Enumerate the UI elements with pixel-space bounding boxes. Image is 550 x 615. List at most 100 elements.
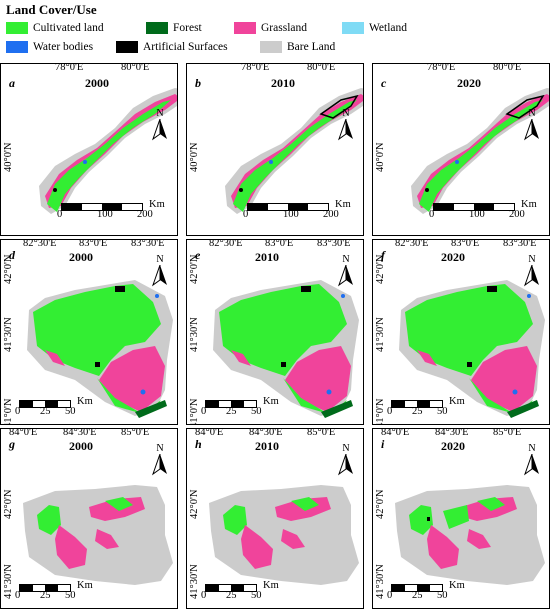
x-tick-label: 78°0'E [427, 63, 456, 73]
panel-year: 2010 [271, 76, 295, 90]
map-canvas [411, 88, 549, 214]
x-tick-label: 84°0'E [195, 428, 224, 438]
scale-unit: Km [77, 580, 93, 591]
x-tick-label: 84°0'E [381, 428, 410, 438]
map-panel-g: g 2000 84°0'E 84°30'E 85°0'E 42°0'N 41°30'N N 0 2… [0, 428, 178, 609]
y-tick-label: 42°0'N [375, 489, 386, 519]
grassland-region [231, 94, 363, 208]
grassland-region [45, 94, 177, 208]
north-arrow-icon: N [151, 443, 169, 476]
cultivated-region [443, 505, 469, 529]
cultivated-region [105, 497, 133, 511]
scale-bar: 0 100 200 Km [57, 199, 177, 221]
forest-region [135, 400, 167, 418]
water-body [83, 160, 87, 164]
water-body [326, 389, 332, 395]
scale-bar: 0 25 50 Km [201, 580, 295, 602]
x-tick-label: 83°0'E [451, 239, 480, 249]
scale-label: 0 [15, 406, 21, 417]
cultivated-region [419, 100, 543, 212]
y-tick-label: 42°0'N [375, 254, 386, 284]
artificial-surfaces [53, 188, 57, 192]
x-tick-label: 82°30'E [395, 239, 429, 249]
artificial-surfaces [319, 94, 359, 119]
x-tick-label: 85°0'E [307, 428, 336, 438]
scale-label: 25 [40, 590, 51, 601]
y-tick-label: 41°30'N [375, 317, 386, 352]
panel-label: h [195, 437, 202, 451]
artificial-surfaces [425, 188, 429, 192]
panel-label: e [195, 248, 201, 262]
water-swatch [6, 41, 28, 53]
north-arrow-icon: N [337, 254, 355, 287]
scale-label: 0 [15, 590, 21, 601]
cultivated-region [97, 378, 161, 414]
bare-swatch [260, 41, 282, 53]
artificial-surfaces [281, 362, 286, 367]
scale-unit: Km [149, 199, 165, 210]
scale-label: 0 [201, 590, 207, 601]
cultivated-region [47, 100, 171, 212]
cultivated-region [33, 284, 161, 376]
legend-item-artificial: Artificial Surfaces [116, 41, 228, 53]
x-tick-label: 83°30'E [503, 239, 537, 249]
scale-unit: Km [521, 199, 537, 210]
water-body [512, 389, 518, 395]
panel-label: c [381, 76, 387, 90]
x-tick-label: 78°0'E [55, 63, 84, 73]
cultivated-region [283, 378, 347, 414]
panel-label: d [9, 248, 15, 262]
legend-item-forest: Forest [146, 22, 202, 34]
y-tick-label: 41°0'N [375, 398, 386, 425]
y-tick-label: 40°0'N [375, 142, 386, 172]
scale-label: 50 [251, 406, 262, 417]
panel-year: 2000 [69, 439, 93, 453]
grassland-region [285, 346, 351, 412]
water-body [155, 294, 159, 298]
grassland-region [471, 346, 537, 412]
scale-label: 0 [387, 590, 393, 601]
water-body [140, 389, 146, 395]
scale-label: 50 [437, 590, 448, 601]
water-body [455, 160, 459, 164]
panel-label: f [381, 248, 385, 262]
grassland-swatch [234, 22, 256, 34]
grassland-region [417, 94, 549, 208]
scale-label: 25 [40, 406, 51, 417]
north-label: N [342, 254, 350, 265]
legend-item-grassland: Grassland [234, 22, 307, 34]
scale-label: 25 [226, 406, 237, 417]
scale-unit: Km [263, 396, 279, 407]
map-panel-f: f 2020 82°30'E 83°0'E 83°30'E 42°0'N 41°30'N 41… [372, 239, 550, 425]
grassland-region [241, 525, 273, 569]
cultivated-region [223, 505, 247, 535]
scale-label: 25 [412, 406, 423, 417]
north-label: N [528, 443, 536, 454]
grassland-region [467, 529, 491, 549]
scale-unit: Km [263, 580, 279, 591]
x-tick-label: 83°30'E [317, 239, 351, 249]
cultivated-region [233, 100, 357, 212]
north-arrow-icon: N [523, 254, 541, 287]
scale-bar: 0 100 200 Km [429, 199, 549, 221]
artificial-surfaces [301, 286, 311, 292]
north-arrow-icon: N [337, 443, 355, 476]
north-label: N [528, 108, 536, 119]
artificial-surfaces [239, 188, 243, 192]
legend-item-wetland: Wetland [342, 22, 407, 34]
map-canvas [213, 280, 359, 418]
north-label: N [342, 443, 350, 454]
x-tick-label: 82°30'E [209, 239, 243, 249]
artificial-surfaces [115, 286, 125, 292]
north-arrow-icon: N [523, 108, 541, 141]
scale-label: 25 [412, 590, 423, 601]
panel-label: a [9, 76, 15, 90]
cultivated-region [409, 505, 433, 535]
y-tick-label: 41°30'N [375, 564, 386, 599]
panel-year: 2020 [441, 439, 465, 453]
y-tick-label: 42°0'N [189, 489, 200, 519]
x-tick-label: 84°30'E [63, 428, 97, 438]
x-tick-label: 85°0'E [493, 428, 522, 438]
